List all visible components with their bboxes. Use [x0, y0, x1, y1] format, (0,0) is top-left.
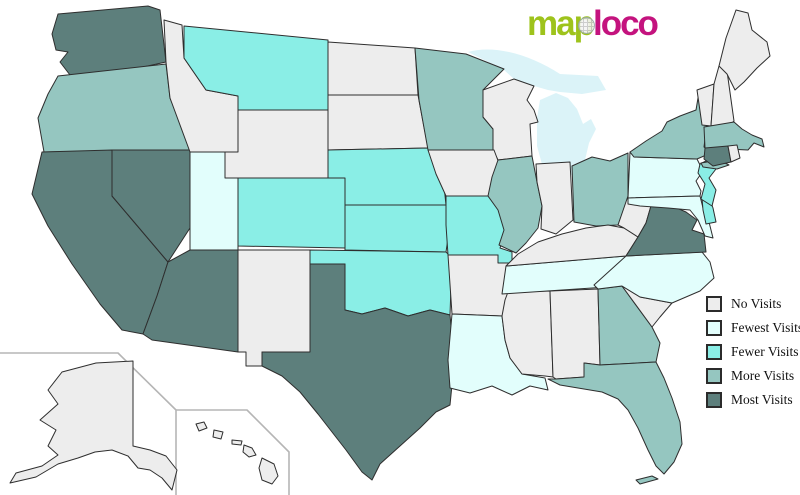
state-wy	[224, 109, 329, 179]
state-tx	[261, 263, 453, 481]
legend-swatch-fewer-visits	[706, 343, 722, 360]
state-ct	[703, 145, 732, 167]
legend-swatch-fewest-visits	[706, 319, 722, 336]
state-ar	[447, 254, 513, 317]
state-ri	[727, 144, 741, 163]
legend-row-fewest-visits: Fewest Visits	[706, 319, 800, 336]
state-hi	[212, 429, 224, 440]
state-nc	[593, 251, 715, 304]
state-sd	[327, 94, 429, 151]
logo-loco-text: loco	[592, 4, 659, 43]
alaska-inset-border	[0, 352, 177, 495]
legend-label-more-visits: More Visits	[731, 367, 795, 383]
state-oh	[571, 152, 629, 227]
legend-label-no-visits: No Visits	[731, 295, 782, 311]
legend-row-most-visits: Most Visits	[706, 391, 800, 408]
state-hi-islands	[195, 421, 279, 485]
state-hi	[258, 457, 279, 485]
state-me	[718, 9, 771, 91]
legend-swatch-more-visits	[706, 367, 722, 384]
legend-label-fewer-visits: Fewer Visits	[731, 343, 799, 359]
globe-icon	[578, 17, 595, 34]
legend-row-fewer-visits: Fewer Visits	[706, 343, 800, 360]
state-wa	[51, 5, 167, 76]
hawaii-inset-border	[176, 409, 290, 495]
legend-swatch-most-visits	[706, 391, 722, 408]
state-nm	[237, 249, 311, 367]
legend-row-no-visits: No Visits	[706, 295, 800, 312]
legend-label-most-visits: Most Visits	[731, 391, 793, 407]
state-nv	[111, 149, 191, 263]
state-ak	[9, 360, 178, 491]
legend-row-more-visits: More Visits	[706, 367, 800, 384]
legend-label-fewest-visits: Fewest Visits	[731, 319, 800, 335]
state-hi	[195, 421, 208, 432]
state-hi	[231, 439, 243, 446]
state-nd	[327, 41, 419, 96]
florida-keys	[635, 475, 659, 485]
state-fl	[547, 361, 683, 475]
state-co	[237, 177, 346, 249]
state-ks	[344, 204, 453, 253]
legend-swatch-no-visits	[706, 295, 722, 312]
state-mi	[537, 93, 596, 179]
maploco-logo: maploco	[527, 4, 659, 44]
legend: No Visits Fewest Visits Fewer Visits Mor…	[706, 295, 800, 415]
state-wi	[482, 78, 539, 161]
state-hi	[242, 444, 257, 458]
lake-superior	[468, 49, 606, 94]
state-in	[535, 161, 574, 235]
